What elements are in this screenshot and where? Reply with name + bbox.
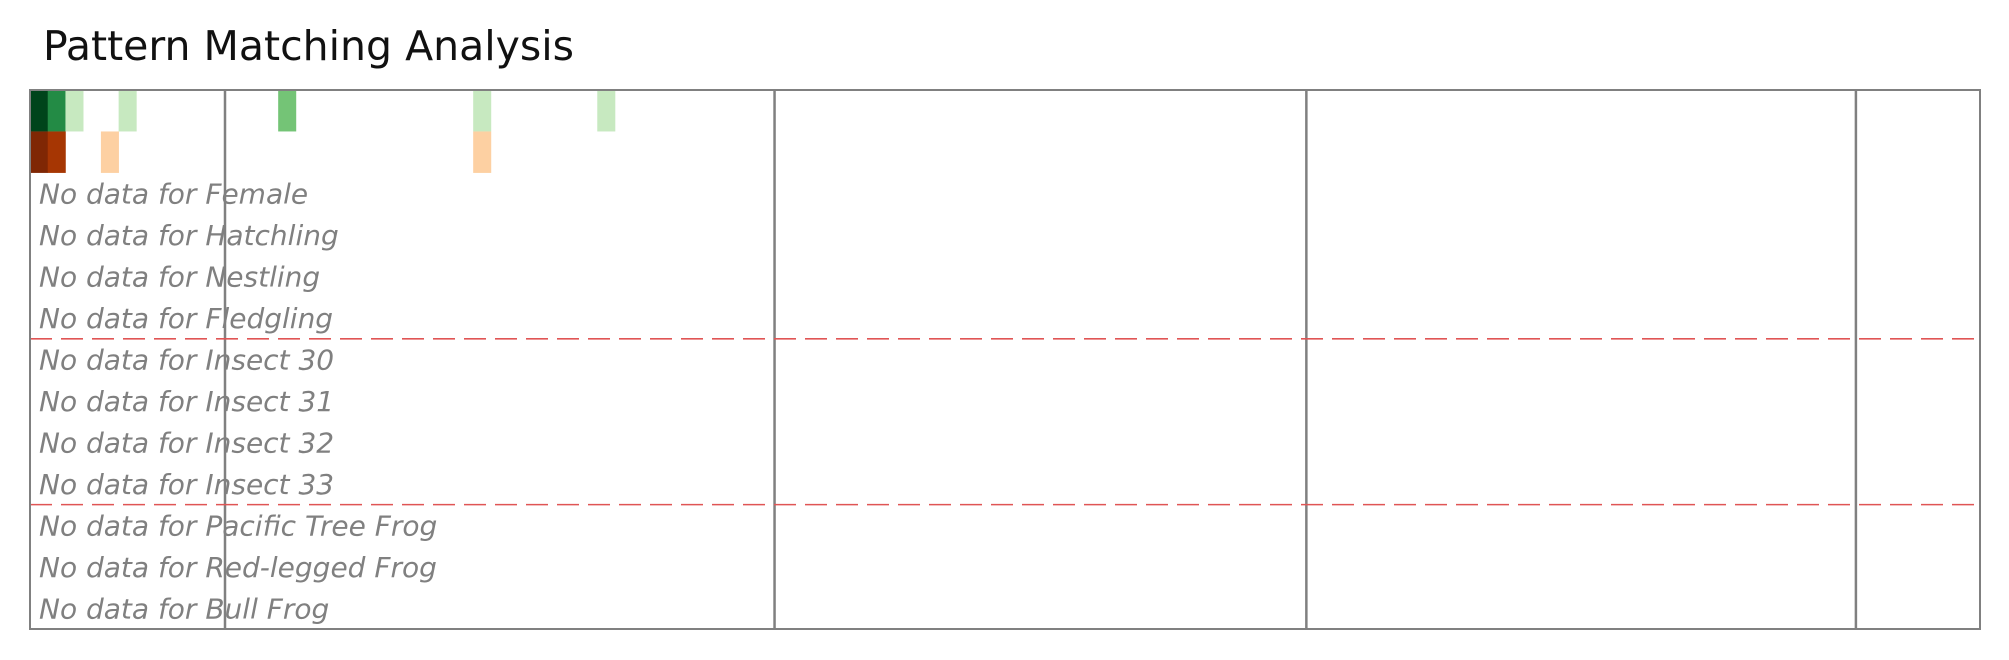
row-empty-label: No data for Fledgling	[39, 302, 333, 335]
row-empty-label: No data for Insect 30	[39, 344, 334, 377]
row-empty-label: No data for Insect 32	[39, 426, 334, 459]
row-empty-label: No data for Nestling	[39, 261, 320, 294]
row-empty-label: No data for Pacific Tree Frog	[39, 509, 437, 542]
row-empty-label: No data for Bull Frog	[39, 592, 329, 625]
heatmap-cell	[118, 90, 137, 132]
heatmap-cells	[30, 90, 616, 173]
heatmap-cell	[47, 131, 66, 173]
heatmap-cell	[597, 90, 616, 132]
heatmap-cell	[30, 131, 49, 173]
heatmap-cell	[473, 131, 492, 173]
row-labels: No data for Female No data for Hatchling N…	[39, 178, 437, 626]
row-empty-label: No data for Female	[39, 178, 308, 211]
heatmap-cell	[47, 90, 66, 132]
chart-title: Pattern Matching Analysis	[43, 22, 574, 70]
row-empty-label: No data for Insect 33	[39, 468, 334, 501]
heatmap-cell	[30, 90, 49, 132]
row-empty-label: No data for Insect 31	[39, 385, 334, 418]
heatmap-cell	[65, 90, 84, 132]
heatmap-cell	[100, 131, 119, 173]
divider-lines	[30, 90, 1980, 629]
row-empty-label: No data for Hatchling	[39, 219, 339, 252]
plot-frame	[29, 89, 1981, 630]
heatmap-cell	[278, 90, 297, 132]
row-empty-label: No data for Red-legged Frog	[39, 551, 437, 584]
heatmap-cell	[473, 90, 492, 132]
